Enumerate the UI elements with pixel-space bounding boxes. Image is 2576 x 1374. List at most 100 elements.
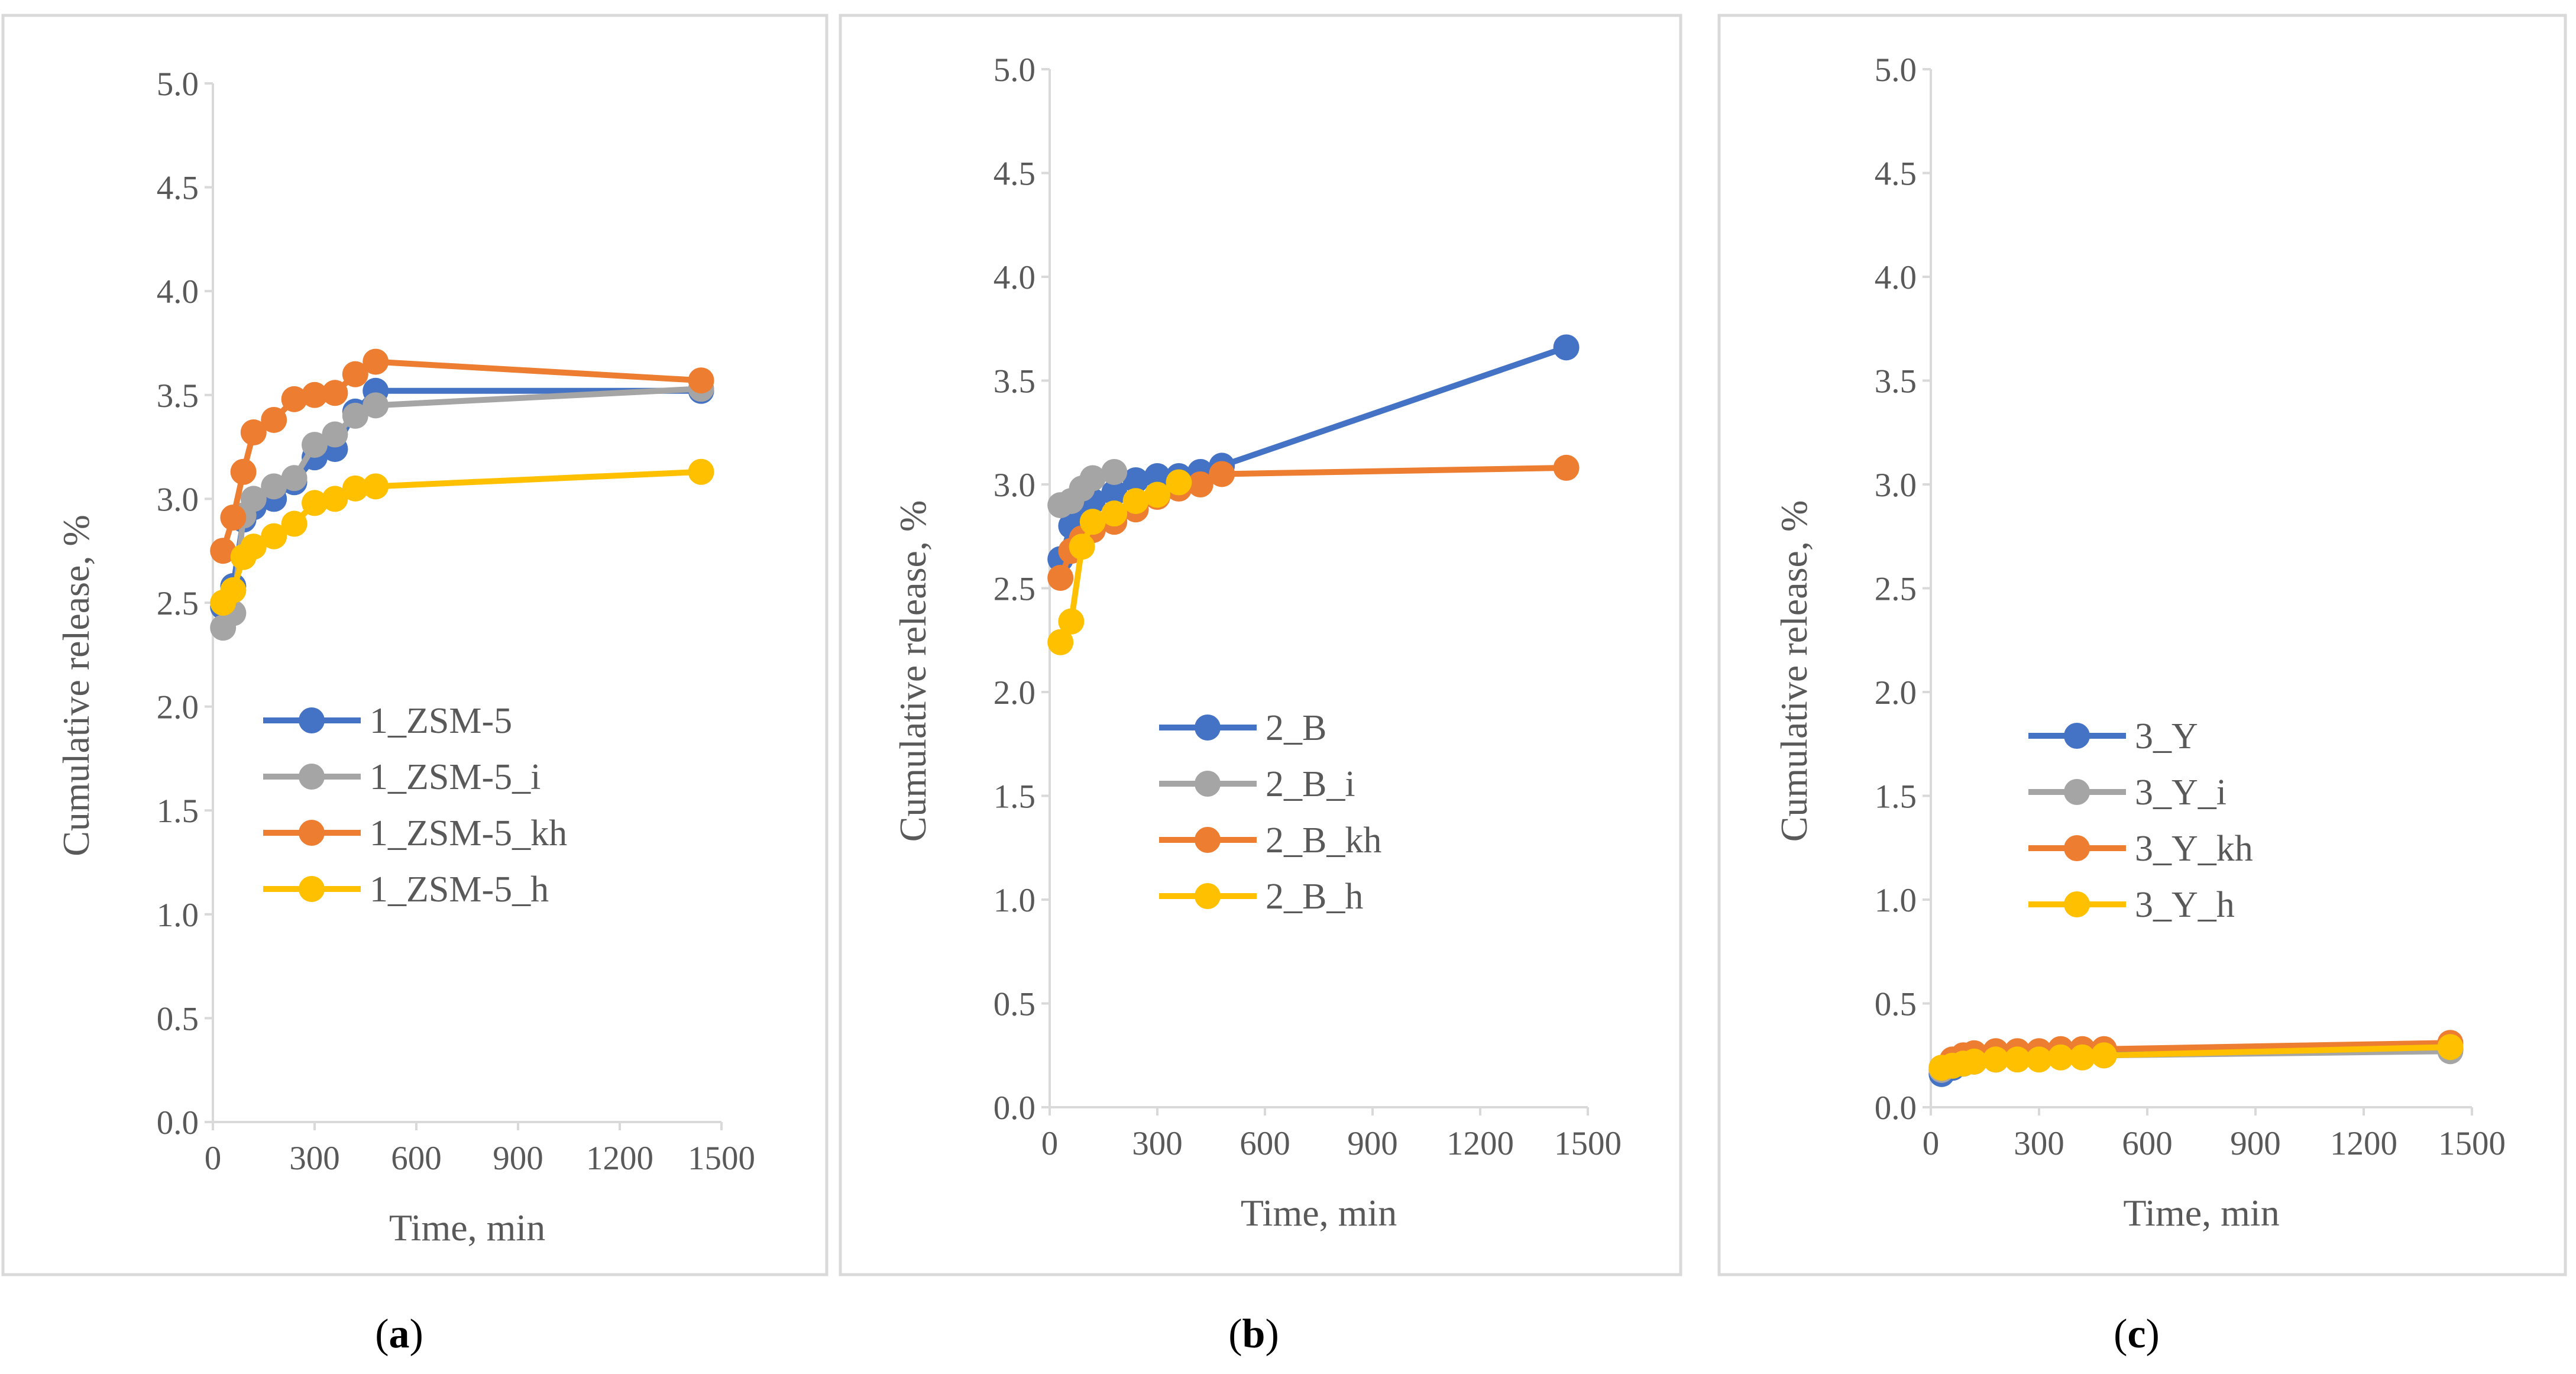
y-axis-title: Cumulative release, % xyxy=(55,515,97,856)
data-point-3_Y_h xyxy=(2437,1034,2464,1061)
data-point-1_ZSM-5_h xyxy=(302,490,328,516)
data-point-2_B_h xyxy=(1047,629,1074,655)
x-tick-label: 1200 xyxy=(1446,1125,1514,1162)
data-point-1_ZSM-5_i xyxy=(322,421,348,448)
x-tick-label: 600 xyxy=(1240,1125,1290,1162)
y-tick-label: 2.0 xyxy=(993,674,1035,712)
y-tick-label: 3.5 xyxy=(993,363,1035,400)
data-point-2_B_h xyxy=(1144,481,1170,508)
data-point-1_ZSM-5_kh xyxy=(261,406,287,433)
legend-marker-1_ZSM-5_i xyxy=(299,764,325,790)
data-point-1_ZSM-5_kh xyxy=(220,505,247,531)
series-line-1_ZSM-5_i xyxy=(221,386,701,630)
data-point-2_B xyxy=(1144,463,1170,489)
x-tick-label: 900 xyxy=(493,1140,543,1177)
y-tick-label: 1.0 xyxy=(993,882,1035,919)
y-tick-label: 0.5 xyxy=(1875,986,1917,1023)
data-point-1_ZSM-5_i xyxy=(363,392,389,419)
data-point-3_Y_h xyxy=(2069,1044,2096,1071)
data-point-1_ZSM-5_h xyxy=(342,475,368,502)
data-point-1_ZSM-5_kh xyxy=(302,382,328,408)
y-tick-label: 2.0 xyxy=(1875,674,1917,712)
series-line-2_B xyxy=(1057,344,1568,560)
y-tick-label: 5.0 xyxy=(1875,51,1917,89)
y-tick-label: 3.5 xyxy=(1875,363,1917,400)
legend-marker-3_Y_h xyxy=(2064,891,2090,917)
x-tick-label: 900 xyxy=(2230,1125,2281,1162)
y-tick-label: 4.5 xyxy=(1875,156,1917,193)
y-tick-label: 1.5 xyxy=(157,793,199,830)
data-point-1_ZSM-5_kh xyxy=(240,419,267,446)
data-point-1_ZSM-5_kh xyxy=(281,386,308,412)
panel-label-b: (b) xyxy=(1228,1311,1279,1357)
panel-b-frame xyxy=(839,14,1682,1276)
y-tick-label: 0.0 xyxy=(1875,1089,1917,1127)
chart-panel-b: 0.0 0.5 1.0 1.5 2.0 2.5 3.0 3.5 4.0 4.5 5.0 0 300 600… xyxy=(892,51,1622,1234)
x-tick-label: 0 xyxy=(205,1140,222,1177)
x-axis-title: Time, min xyxy=(2123,1192,2279,1234)
y-tick-label: 4.0 xyxy=(993,259,1035,296)
y-tick-label: 3.0 xyxy=(1875,467,1917,504)
y-tick-label: 5.0 xyxy=(993,51,1035,89)
data-point-1_ZSM-5_i xyxy=(302,432,328,458)
data-point-1_ZSM-5_kh xyxy=(230,458,257,485)
legend-label: 2_B_i xyxy=(1266,764,1355,804)
y-tick-label: 0.0 xyxy=(993,1089,1035,1127)
x-tick-label: 1500 xyxy=(1554,1125,1622,1162)
data-point-2_B_i xyxy=(1079,465,1106,492)
x-tick-label: 1500 xyxy=(2438,1125,2506,1162)
data-point-2_B_h xyxy=(1069,534,1095,560)
legend-label: 1_ZSM-5_kh xyxy=(370,813,567,854)
data-point-3_Y_h xyxy=(2090,1042,2117,1069)
data-point-1_ZSM-5_h xyxy=(261,523,287,549)
data-point-2_B_h xyxy=(1101,500,1128,527)
y-tick-label: 3.5 xyxy=(157,377,199,415)
data-point-1_ZSM-5_i xyxy=(281,465,308,492)
panel-a-frame xyxy=(1,14,829,1276)
panel-label-a: (a) xyxy=(375,1311,423,1357)
legend-label: 1_ZSM-5 xyxy=(370,701,512,741)
y-tick-label: 2.5 xyxy=(1875,571,1917,608)
data-point-1_ZSM-5_h xyxy=(688,458,714,485)
y-tick-label: 2.5 xyxy=(157,585,199,622)
data-point-1_ZSM-5_i xyxy=(261,473,287,500)
x-tick-label: 0 xyxy=(1041,1125,1059,1162)
legend-marker-2_B_i xyxy=(1195,771,1221,797)
legend-label: 1_ZSM-5_h xyxy=(370,869,549,910)
data-point-1_ZSM-5_kh xyxy=(342,361,368,387)
data-point-2_B_kh xyxy=(1209,461,1235,487)
x-tick-label: 1200 xyxy=(2330,1125,2397,1162)
legend-label: 3_Y_i xyxy=(2135,772,2227,813)
x-axis-title: Time, min xyxy=(1241,1192,1397,1234)
legend-marker-3_Y_i xyxy=(2064,779,2090,805)
y-tick-label: 2.5 xyxy=(993,571,1035,608)
legend-marker-1_ZSM-5_kh xyxy=(299,820,325,846)
legend-label: 2_B_kh xyxy=(1266,820,1381,861)
data-point-2_B_i xyxy=(1101,458,1128,485)
y-tick-label: 0.5 xyxy=(157,1000,199,1037)
data-point-1_ZSM-5_h xyxy=(281,510,308,537)
y-tick-label: 4.0 xyxy=(157,273,199,311)
data-point-2_B xyxy=(1101,480,1128,506)
x-axis-title: Time, min xyxy=(389,1207,545,1249)
panel-c-frame xyxy=(1717,14,2567,1276)
data-point-1_ZSM-5_h xyxy=(240,534,267,560)
data-point-2_B_h xyxy=(1166,469,1192,496)
x-tick-label: 1200 xyxy=(586,1140,653,1177)
data-point-1_ZSM-5_h xyxy=(220,577,247,603)
legend-marker-1_ZSM-5_h xyxy=(299,876,325,902)
data-point-2_B_h xyxy=(1079,509,1106,535)
y-tick-label: 3.0 xyxy=(993,467,1035,504)
data-point-3_Y_h xyxy=(1961,1048,1988,1075)
x-tick-label: 900 xyxy=(1347,1125,1398,1162)
legend-marker-1_ZSM-5 xyxy=(299,707,325,733)
legend-label: 2_B_h xyxy=(1266,877,1363,917)
data-point-3_Y_h xyxy=(2004,1046,2031,1073)
data-point-3_Y_h xyxy=(2047,1044,2074,1071)
data-point-2_B xyxy=(1553,334,1580,361)
legend-label: 3_Y xyxy=(2135,716,2198,756)
legend-label: 2_B xyxy=(1266,708,1326,748)
data-point-2_B_kh xyxy=(1553,454,1580,481)
y-tick-label: 2.0 xyxy=(157,689,199,726)
data-point-1_ZSM-5_h xyxy=(322,486,348,512)
